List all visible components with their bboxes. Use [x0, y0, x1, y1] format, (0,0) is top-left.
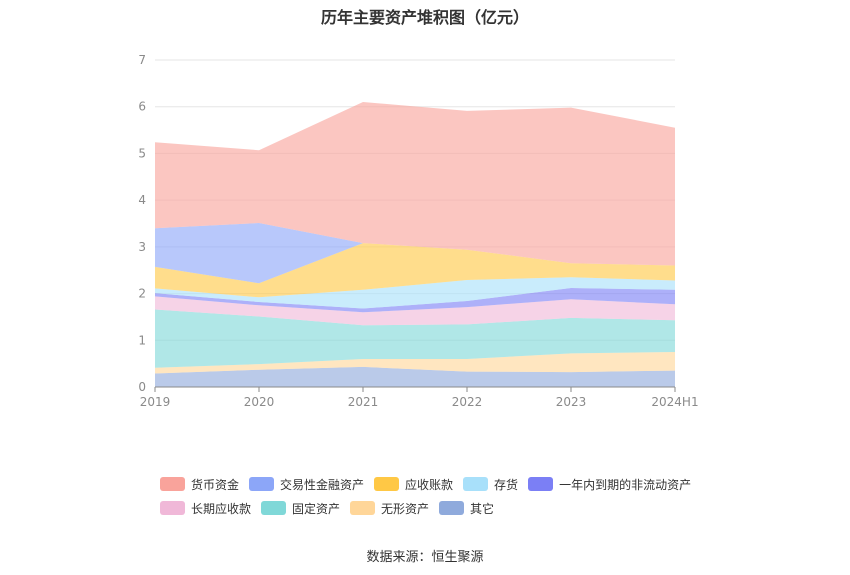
legend-item[interactable]: 长期应收款 — [160, 500, 251, 517]
area-series-9 — [155, 102, 675, 266]
x-tick-label: 2019 — [140, 395, 171, 409]
legend-swatch — [160, 477, 185, 491]
legend-swatch — [160, 501, 185, 515]
legend-swatch — [528, 477, 554, 491]
y-tick-label: 1 — [138, 333, 146, 347]
legend-swatch — [350, 501, 376, 515]
x-tick-label: 2021 — [348, 395, 379, 409]
legend-item[interactable]: 一年内到期的非流动资产 — [528, 476, 691, 493]
y-tick-label: 7 — [138, 53, 146, 67]
area-series-5 — [155, 288, 675, 313]
legend-swatch — [249, 477, 275, 491]
x-tick-label: 2020 — [244, 395, 275, 409]
chart-title: 历年主要资产堆积图（亿元） — [320, 8, 529, 27]
legend-item[interactable]: 其它 — [439, 500, 494, 517]
legend-swatch — [261, 501, 287, 515]
area-series-8 — [155, 223, 675, 284]
legend-label: 货币资金 — [191, 477, 240, 492]
legend-item[interactable]: 交易性金融资产 — [249, 476, 364, 493]
legend-item[interactable]: 应收账款 — [374, 476, 453, 493]
legend-label: 应收账款 — [405, 477, 454, 492]
axes: 0 1 2 3 4 5 6 7 2019 2020 2021 2022 2023 2024H1 — [138, 53, 698, 409]
area-series-4 — [155, 296, 675, 326]
legend-label: 固定资产 — [292, 501, 341, 516]
legend: 货币资金 交易性金融资产 应收账款 存货 一年内到期的非流动资产长期应收款 固定资产 无形资… — [160, 472, 720, 520]
x-tick-label: 2024H1 — [651, 395, 698, 409]
area-series — [155, 102, 675, 387]
legend-item[interactable]: 无形资产 — [350, 500, 429, 517]
legend-swatch — [374, 477, 400, 491]
x-tick-label: 2023 — [556, 395, 587, 409]
y-tick-label: 4 — [138, 193, 146, 207]
area-series-6 — [155, 277, 675, 309]
legend-row: 长期应收款 固定资产 无形资产 其它 — [160, 496, 720, 520]
legend-swatch — [463, 477, 489, 491]
legend-label: 一年内到期的非流动资产 — [559, 477, 692, 492]
area-series-7 — [155, 243, 675, 298]
x-tick-label: 2022 — [452, 395, 483, 409]
y-tick-label: 5 — [138, 146, 146, 160]
y-tick-label: 6 — [138, 100, 146, 114]
area-series-1 — [155, 366, 675, 387]
legend-swatch — [439, 501, 465, 515]
legend-item[interactable]: 货币资金 — [160, 476, 239, 493]
y-tick-label: 0 — [138, 380, 146, 394]
area-series-2 — [155, 352, 675, 374]
area-series-3 — [155, 309, 675, 368]
data-source-note: 数据来源：恒生聚源 — [366, 550, 484, 565]
legend-label: 无形资产 — [381, 501, 430, 516]
y-tick-label: 2 — [138, 287, 146, 301]
legend-label: 存货 — [494, 477, 519, 492]
y-tick-label: 3 — [138, 240, 146, 254]
legend-item[interactable]: 存货 — [463, 476, 518, 493]
legend-item[interactable]: 固定资产 — [261, 500, 340, 517]
legend-label: 交易性金融资产 — [280, 477, 365, 492]
legend-label: 长期应收款 — [191, 501, 252, 516]
legend-row: 货币资金 交易性金融资产 应收账款 存货 一年内到期的非流动资产 — [160, 472, 720, 496]
legend-label: 其它 — [470, 501, 495, 516]
